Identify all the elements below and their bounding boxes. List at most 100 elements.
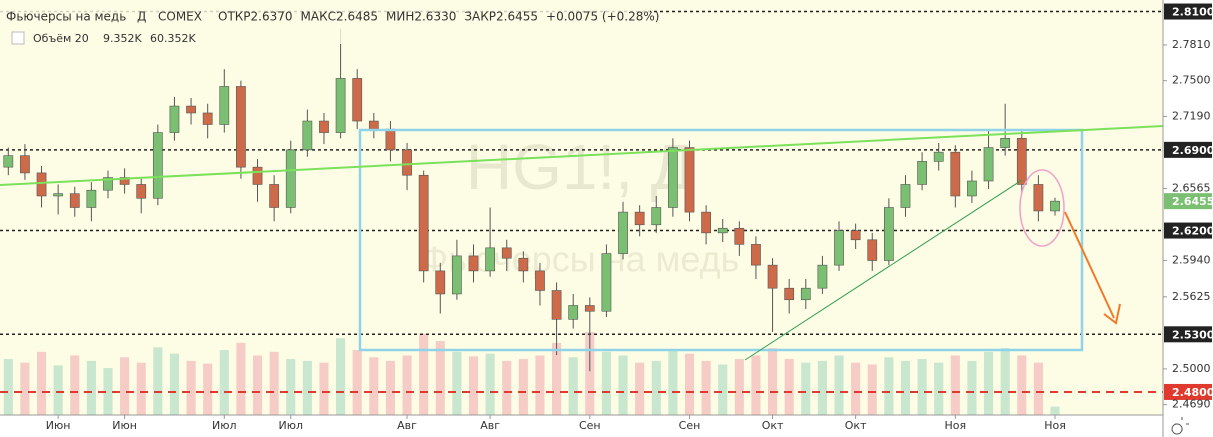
volume-bar bbox=[136, 362, 146, 415]
volume-bar bbox=[468, 356, 479, 415]
candle-body bbox=[767, 264, 778, 289]
candle-body bbox=[1016, 138, 1027, 185]
volume-bar bbox=[967, 360, 977, 415]
volume-bar bbox=[286, 359, 296, 415]
candle-body bbox=[601, 253, 612, 312]
plot-background bbox=[0, 0, 1163, 415]
forecast-arrow bbox=[1064, 211, 1115, 319]
volume-bar bbox=[120, 357, 130, 415]
level-label-bg bbox=[1164, 326, 1212, 343]
candle-body bbox=[352, 78, 363, 122]
x-tick-label: Авг bbox=[480, 419, 500, 432]
candle-body bbox=[800, 287, 811, 301]
candle-body bbox=[817, 264, 828, 289]
date-axis-bg bbox=[0, 415, 1163, 437]
candle-body bbox=[834, 230, 844, 266]
candle-body bbox=[535, 270, 545, 291]
watermark-name: Фьючерсы на медь bbox=[421, 239, 740, 280]
candle-body bbox=[983, 147, 994, 182]
level-label: 2.5300 bbox=[1172, 328, 1213, 341]
x-tick-label: Авг bbox=[397, 419, 417, 432]
volume-bar bbox=[535, 355, 545, 415]
volume-bar bbox=[103, 368, 113, 415]
candle-body bbox=[950, 151, 961, 197]
ohlc-value: 2.6330 bbox=[414, 10, 456, 24]
last-price-bg bbox=[1164, 193, 1212, 210]
volume-bar bbox=[419, 333, 429, 415]
symbol-name: Фьючерсы на медь bbox=[6, 10, 126, 24]
candle-body bbox=[1000, 138, 1011, 148]
candle-body bbox=[452, 255, 462, 295]
volume-bar bbox=[435, 341, 445, 415]
volume-bar bbox=[352, 350, 362, 415]
volume-bar bbox=[485, 353, 495, 415]
candle-body bbox=[86, 189, 97, 208]
candle-body bbox=[751, 244, 761, 266]
watermark-symbol: HG1!, Д bbox=[466, 131, 694, 203]
x-tick-label: Июл bbox=[212, 419, 237, 432]
volume-bar bbox=[950, 355, 960, 415]
range-box bbox=[358, 128, 1084, 352]
x-tick-label: Окт bbox=[762, 419, 784, 432]
candle-body bbox=[252, 166, 263, 185]
volume-bar bbox=[302, 360, 312, 415]
candle-body bbox=[103, 177, 113, 191]
y-tick-label: 2.6565 bbox=[1172, 181, 1211, 194]
volume-bar bbox=[1050, 406, 1060, 415]
level-label-bg bbox=[1164, 3, 1212, 20]
candle-body bbox=[402, 149, 412, 176]
volume-bar bbox=[186, 360, 196, 415]
volume-bar bbox=[402, 355, 412, 415]
volume-bar bbox=[53, 365, 63, 415]
last-price-label: 2.6455 bbox=[1172, 195, 1213, 208]
volume-bar bbox=[718, 364, 728, 415]
volume-bar bbox=[518, 359, 528, 415]
volume-bar bbox=[568, 357, 578, 415]
candle-body bbox=[302, 120, 313, 151]
volume-bar bbox=[203, 363, 213, 415]
volume-bar bbox=[36, 351, 47, 415]
volume-bar bbox=[269, 351, 279, 415]
settings-icon[interactable] bbox=[1171, 417, 1189, 435]
candle-body bbox=[551, 290, 562, 320]
x-tick-label: Окт bbox=[845, 419, 867, 432]
volume-bar bbox=[319, 362, 329, 415]
candle-body bbox=[933, 151, 944, 162]
candle-body bbox=[202, 112, 213, 125]
level-label: 2.4800 bbox=[1172, 386, 1213, 399]
level-label-bg bbox=[1164, 222, 1212, 239]
volume-bar bbox=[684, 353, 695, 415]
volume-bar bbox=[884, 357, 894, 415]
level-label: 2.6200 bbox=[1172, 225, 1213, 238]
volume-bar bbox=[851, 362, 861, 415]
ohlc-value: 2.6370 bbox=[251, 10, 293, 24]
candle-body bbox=[319, 120, 329, 133]
volume-bar bbox=[236, 342, 246, 415]
change: +0.0075 (+0.28%) bbox=[546, 10, 659, 24]
candle-body bbox=[867, 239, 878, 261]
candle-body bbox=[3, 155, 14, 168]
candle-body bbox=[717, 227, 728, 234]
x-tick-label: Ноя bbox=[1044, 419, 1066, 432]
candle-body bbox=[1050, 200, 1060, 212]
volume-bar bbox=[1033, 362, 1043, 415]
volume-bar bbox=[635, 362, 645, 415]
candle-body bbox=[701, 211, 711, 234]
candle-body bbox=[269, 184, 280, 208]
candle-body bbox=[568, 305, 579, 320]
candle-body bbox=[335, 78, 346, 133]
ohlc-value: 2.6485 bbox=[336, 10, 378, 24]
candle-body bbox=[418, 174, 429, 272]
y-tick-label: 2.4690 bbox=[1172, 398, 1211, 411]
y-tick-label: 2.5940 bbox=[1172, 254, 1211, 267]
candle-body bbox=[634, 211, 645, 226]
header: Фьючерсы на медь Д COMEX ОТКР 2.6370 МАКС 2… bbox=[0, 4, 1189, 435]
x-tick-label: Июн bbox=[112, 419, 137, 432]
candle-body bbox=[53, 193, 64, 197]
collapse-button[interactable] bbox=[11, 31, 25, 45]
candle-body bbox=[36, 172, 47, 197]
highlight-ellipse bbox=[1019, 169, 1065, 247]
candle-body bbox=[518, 257, 529, 272]
candle-body bbox=[485, 247, 495, 272]
